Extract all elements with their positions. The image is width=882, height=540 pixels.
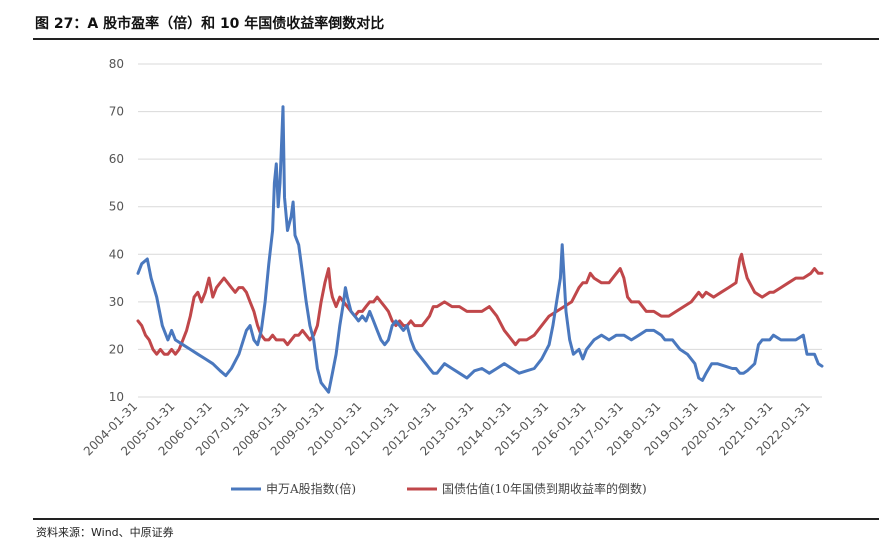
y-axis-ticks: 10 20 30 40 50 60 70 80	[109, 57, 124, 404]
series-line-1	[136, 105, 824, 394]
y-tick-label: 40	[109, 247, 124, 261]
grid-lines	[138, 63, 822, 398]
source-note: 资料来源：Wind、中原证券	[36, 526, 174, 539]
series-line-2	[136, 252, 824, 356]
y-tick-label: 20	[109, 342, 124, 356]
y-tick-label: 50	[109, 200, 124, 214]
chart-title: 图 27：A 股市盈率（倍）和 10 年国债收益率倒数对比	[35, 16, 385, 32]
legend-label: 申万A股指数(倍)	[266, 481, 356, 496]
legend-label: 国债估值(10年国债到期收益率的倒数)	[442, 481, 647, 496]
x-axis-ticks: 2004-01-312005-01-312006-01-312007-01-31…	[81, 399, 813, 458]
series-lines	[136, 105, 824, 394]
y-tick-label: 30	[109, 295, 124, 309]
bottom-rule	[33, 518, 879, 520]
top-rule	[33, 38, 879, 40]
y-tick-label: 60	[109, 152, 124, 166]
legend: 申万A股指数(倍) 国债估值(10年国债到期收益率的倒数)	[231, 481, 647, 496]
y-tick-label: 10	[109, 390, 124, 404]
y-tick-label: 80	[109, 57, 124, 71]
y-tick-label: 70	[109, 105, 124, 119]
